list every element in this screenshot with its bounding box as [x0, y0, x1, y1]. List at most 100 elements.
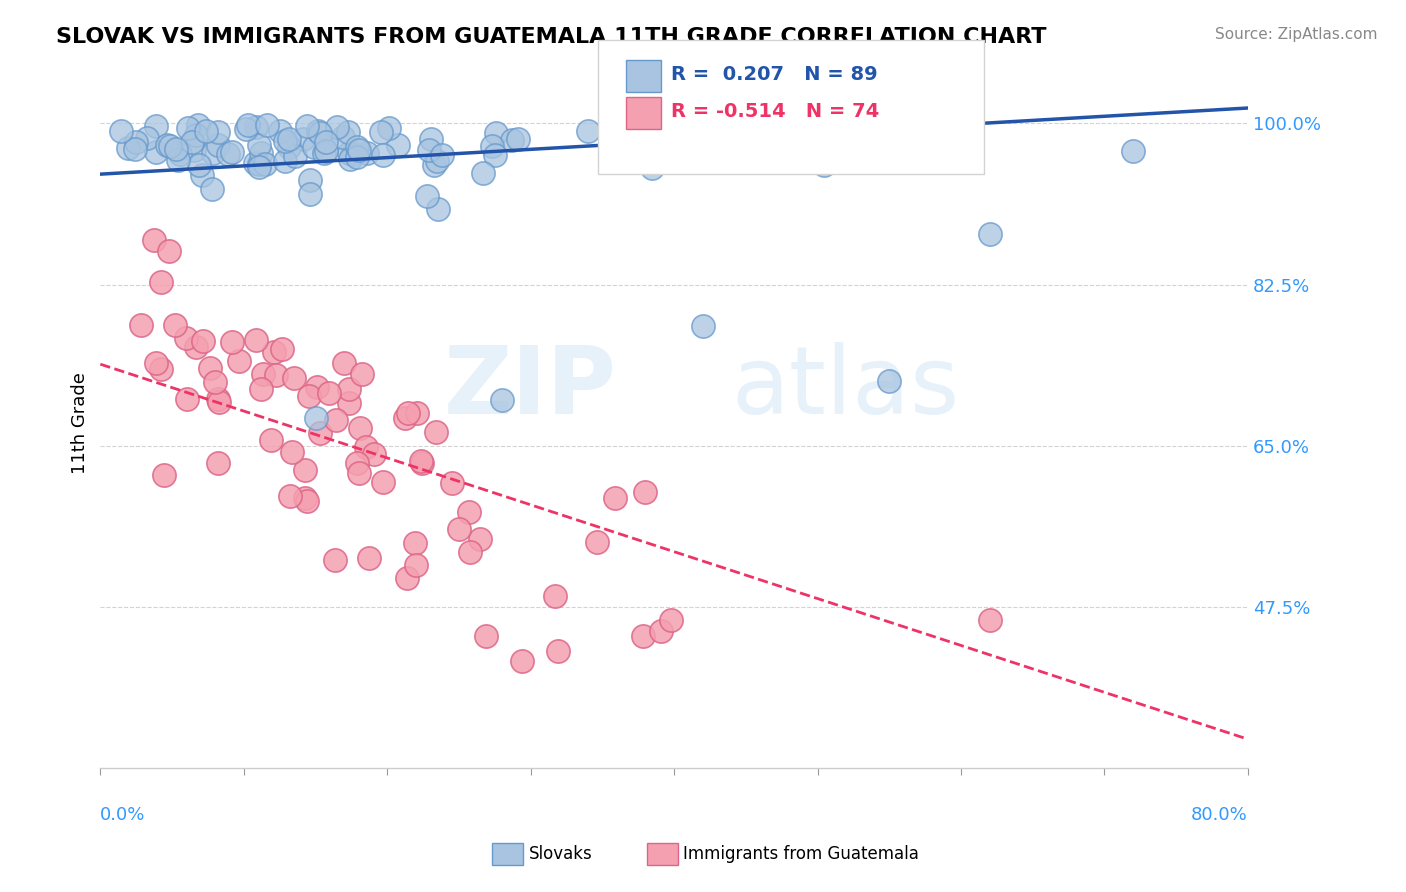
Point	[198, 360, 221, 375]
Point	[371, 475, 394, 490]
Point	[201, 182, 224, 196]
Point	[475, 629, 498, 643]
Point	[221, 334, 243, 349]
Point	[165, 318, 187, 332]
Point	[576, 123, 599, 137]
Point	[152, 468, 174, 483]
Point	[221, 145, 243, 159]
Point	[247, 137, 270, 152]
Point	[256, 118, 278, 132]
Point	[235, 121, 257, 136]
Point	[1122, 144, 1144, 158]
Point	[125, 135, 148, 149]
Point	[350, 367, 373, 381]
Point	[339, 152, 361, 166]
Point	[491, 392, 513, 407]
Point	[510, 654, 533, 668]
Point	[425, 425, 447, 439]
Point	[633, 629, 655, 643]
Point	[471, 166, 494, 180]
Text: 80.0%: 80.0%	[1191, 805, 1249, 823]
Point	[427, 202, 450, 217]
Point	[169, 147, 191, 161]
Point	[181, 135, 204, 149]
Point	[426, 153, 449, 168]
Point	[302, 139, 325, 153]
Text: atlas: atlas	[731, 342, 960, 434]
Point	[315, 135, 337, 149]
Point	[547, 644, 569, 658]
Point	[979, 614, 1001, 628]
Point	[283, 371, 305, 385]
Point	[247, 157, 270, 171]
Point	[307, 380, 329, 394]
Point	[415, 189, 437, 203]
Point	[260, 434, 283, 448]
Point	[217, 146, 239, 161]
Y-axis label: 11th Grade: 11th Grade	[72, 372, 89, 474]
Point	[404, 536, 426, 550]
Point	[333, 356, 356, 370]
Point	[273, 154, 295, 169]
Point	[117, 141, 139, 155]
Point	[295, 493, 318, 508]
Point	[420, 132, 443, 146]
Point	[363, 447, 385, 461]
Point	[253, 156, 276, 170]
Point	[186, 128, 208, 142]
Point	[396, 406, 419, 420]
Point	[201, 146, 224, 161]
Point	[243, 156, 266, 170]
Point	[370, 125, 392, 139]
Point	[506, 132, 529, 146]
Point	[129, 318, 152, 333]
Point	[337, 382, 360, 396]
Point	[457, 505, 479, 519]
Point	[157, 244, 180, 258]
Point	[150, 361, 173, 376]
Point	[396, 571, 419, 585]
Point	[409, 453, 432, 467]
Point	[273, 134, 295, 148]
Point	[799, 124, 821, 138]
Text: Immigrants from Guatemala: Immigrants from Guatemala	[683, 845, 920, 863]
Point	[332, 129, 354, 144]
Point	[354, 440, 377, 454]
Point	[641, 161, 664, 175]
Point	[187, 158, 209, 172]
Point	[294, 491, 316, 506]
Point	[481, 139, 503, 153]
Point	[501, 133, 523, 147]
Point	[544, 590, 567, 604]
Point	[245, 120, 267, 134]
Point	[208, 395, 231, 409]
Point	[447, 522, 470, 536]
Point	[346, 150, 368, 164]
Point	[371, 147, 394, 161]
Point	[207, 392, 229, 406]
Point	[378, 120, 401, 135]
Text: ZIP: ZIP	[444, 342, 617, 434]
Point	[145, 145, 167, 160]
Point	[166, 142, 188, 156]
Point	[304, 411, 326, 425]
Point	[194, 124, 217, 138]
Point	[278, 489, 301, 503]
Point	[110, 124, 132, 138]
Text: 0.0%: 0.0%	[100, 805, 146, 823]
Point	[307, 124, 329, 138]
Point	[342, 147, 364, 161]
Point	[346, 140, 368, 154]
Point	[337, 395, 360, 409]
Point	[309, 425, 332, 440]
Point	[357, 551, 380, 566]
Point	[145, 356, 167, 370]
Point	[269, 124, 291, 138]
Point	[177, 121, 200, 136]
Point	[470, 532, 492, 546]
Point	[325, 413, 347, 427]
Point	[406, 405, 429, 419]
Point	[228, 354, 250, 368]
Point	[460, 545, 482, 559]
Point	[309, 126, 332, 140]
